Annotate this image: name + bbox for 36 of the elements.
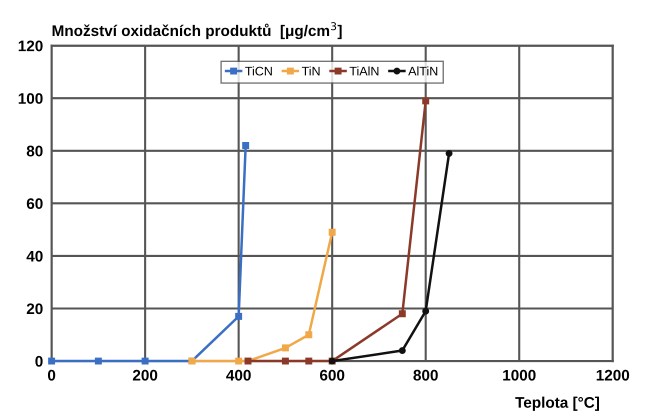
point bbox=[446, 150, 453, 157]
point bbox=[398, 347, 406, 354]
x-tick-label: 0 bbox=[48, 370, 56, 381]
legend-label: TiCN bbox=[245, 66, 272, 76]
legend-label: TiN bbox=[302, 66, 320, 76]
y-tick-label: 120 bbox=[18, 40, 43, 52]
point bbox=[282, 344, 289, 352]
point bbox=[422, 308, 430, 315]
y-tick-label: 80 bbox=[26, 146, 43, 156]
point bbox=[142, 358, 149, 365]
point bbox=[398, 310, 406, 318]
point bbox=[328, 228, 336, 236]
legend-label: AlTiN bbox=[408, 66, 438, 76]
x-tick-label: 800 bbox=[413, 370, 438, 381]
point bbox=[242, 142, 250, 149]
x-tick-label: 400 bbox=[226, 370, 251, 381]
point bbox=[422, 97, 430, 104]
point bbox=[235, 358, 242, 365]
point bbox=[305, 331, 312, 338]
point bbox=[94, 358, 102, 365]
point bbox=[305, 358, 312, 365]
x-tick-label: 1000 bbox=[503, 370, 536, 381]
y-tick-label: 60 bbox=[26, 198, 43, 210]
y-tick-label: 20 bbox=[26, 303, 43, 314]
x-tick-label: 200 bbox=[132, 370, 158, 381]
point bbox=[48, 358, 56, 365]
point bbox=[282, 358, 289, 365]
x-tick-label: 1200 bbox=[596, 370, 630, 381]
y-tick-label: 40 bbox=[26, 250, 43, 262]
point bbox=[235, 312, 242, 320]
x-axis-title: Teplota [°C] bbox=[515, 396, 599, 411]
y-axis-title: Množství oxidačních produktů [μg/cm$^{3}$] bbox=[52, 22, 342, 40]
y-tick-label: 0 bbox=[35, 356, 43, 367]
legend-label: TiAlN bbox=[350, 66, 378, 76]
x-tick-label: 600 bbox=[320, 370, 344, 381]
y-tick-label: 100 bbox=[18, 93, 43, 104]
